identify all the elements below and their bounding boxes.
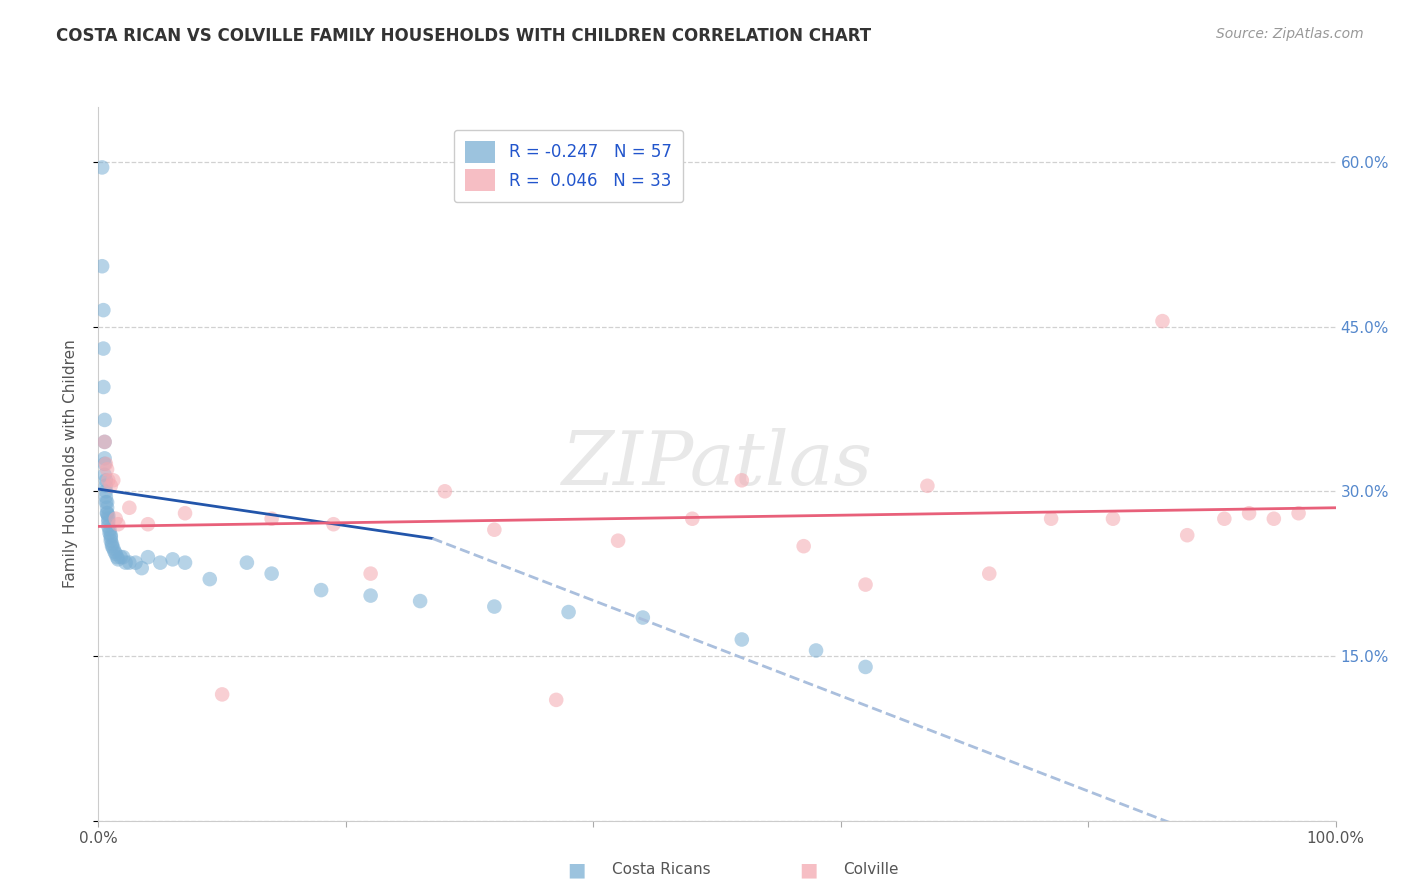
Point <box>105 550 128 565</box>
Point <box>360 589 382 603</box>
Point <box>94 479 117 493</box>
Point <box>112 550 135 565</box>
Point <box>855 660 877 674</box>
Point <box>93 434 115 449</box>
Point <box>93 413 115 427</box>
Point <box>546 693 568 707</box>
Point <box>93 457 115 471</box>
Point <box>100 530 122 544</box>
Point <box>101 537 124 551</box>
Point <box>124 556 146 570</box>
Point <box>93 434 115 449</box>
Point <box>731 632 754 647</box>
Point <box>260 512 283 526</box>
Point <box>979 566 1001 581</box>
Point <box>107 517 129 532</box>
Text: COSTA RICAN VS COLVILLE FAMILY HOUSEHOLDS WITH CHILDREN CORRELATION CHART: COSTA RICAN VS COLVILLE FAMILY HOUSEHOLD… <box>56 27 872 45</box>
Point <box>114 556 136 570</box>
Point <box>1102 512 1125 526</box>
Point <box>94 495 117 509</box>
Point <box>731 473 754 487</box>
Point <box>118 500 141 515</box>
Point <box>1237 506 1260 520</box>
Point <box>1213 512 1236 526</box>
Point <box>93 467 115 482</box>
Point <box>93 451 115 466</box>
Point <box>136 517 159 532</box>
Point <box>100 533 122 548</box>
Point <box>96 506 118 520</box>
Point <box>97 512 120 526</box>
Point <box>101 539 124 553</box>
Point <box>855 577 877 591</box>
Point <box>97 519 120 533</box>
Point <box>98 523 121 537</box>
Point <box>94 484 117 499</box>
Point <box>804 643 827 657</box>
Text: Source: ZipAtlas.com: Source: ZipAtlas.com <box>1216 27 1364 41</box>
Point <box>93 380 115 394</box>
Point <box>94 473 117 487</box>
Point <box>1175 528 1198 542</box>
Point <box>793 539 815 553</box>
Point <box>96 462 118 476</box>
Point <box>98 526 121 541</box>
Point <box>162 552 184 566</box>
Point <box>94 457 117 471</box>
Point <box>91 161 114 175</box>
Point <box>211 687 233 701</box>
Point <box>97 515 120 529</box>
Point <box>174 506 197 520</box>
Point <box>631 610 654 624</box>
Point <box>96 500 118 515</box>
Point <box>104 547 127 561</box>
Point <box>103 473 125 487</box>
Point <box>96 495 118 509</box>
Point <box>409 594 432 608</box>
Point <box>260 566 283 581</box>
Point <box>103 541 125 556</box>
Point <box>100 479 122 493</box>
Point <box>93 303 115 318</box>
Y-axis label: Family Households with Children: Family Households with Children <box>63 340 77 588</box>
Point <box>104 512 127 526</box>
Point <box>557 605 579 619</box>
Point <box>681 512 703 526</box>
Point <box>607 533 630 548</box>
Point <box>93 342 115 356</box>
Point <box>236 556 259 570</box>
Point <box>484 523 506 537</box>
Legend: R = -0.247   N = 57, R =  0.046   N = 33: R = -0.247 N = 57, R = 0.046 N = 33 <box>454 129 683 202</box>
Point <box>91 259 114 273</box>
Point <box>1040 512 1063 526</box>
Text: Colville: Colville <box>844 863 898 877</box>
Text: Costa Ricans: Costa Ricans <box>612 863 710 877</box>
Text: ZIPatlas: ZIPatlas <box>561 427 873 500</box>
Point <box>198 572 221 586</box>
Point <box>360 566 382 581</box>
Point <box>131 561 153 575</box>
Text: ■: ■ <box>567 860 586 880</box>
Point <box>1263 512 1285 526</box>
Point <box>917 479 939 493</box>
Point <box>110 550 132 565</box>
Point <box>484 599 506 614</box>
Point <box>103 544 125 558</box>
Point <box>96 506 118 520</box>
Point <box>309 583 332 598</box>
Point <box>94 490 117 504</box>
Point <box>107 552 129 566</box>
Point <box>149 556 172 570</box>
Point <box>1152 314 1174 328</box>
Point <box>97 473 120 487</box>
Point <box>136 550 159 565</box>
Point <box>322 517 344 532</box>
Point <box>97 508 120 523</box>
Point <box>118 556 141 570</box>
Text: ■: ■ <box>799 860 818 880</box>
Point <box>1288 506 1310 520</box>
Point <box>433 484 456 499</box>
Point <box>174 556 197 570</box>
Point <box>100 528 122 542</box>
